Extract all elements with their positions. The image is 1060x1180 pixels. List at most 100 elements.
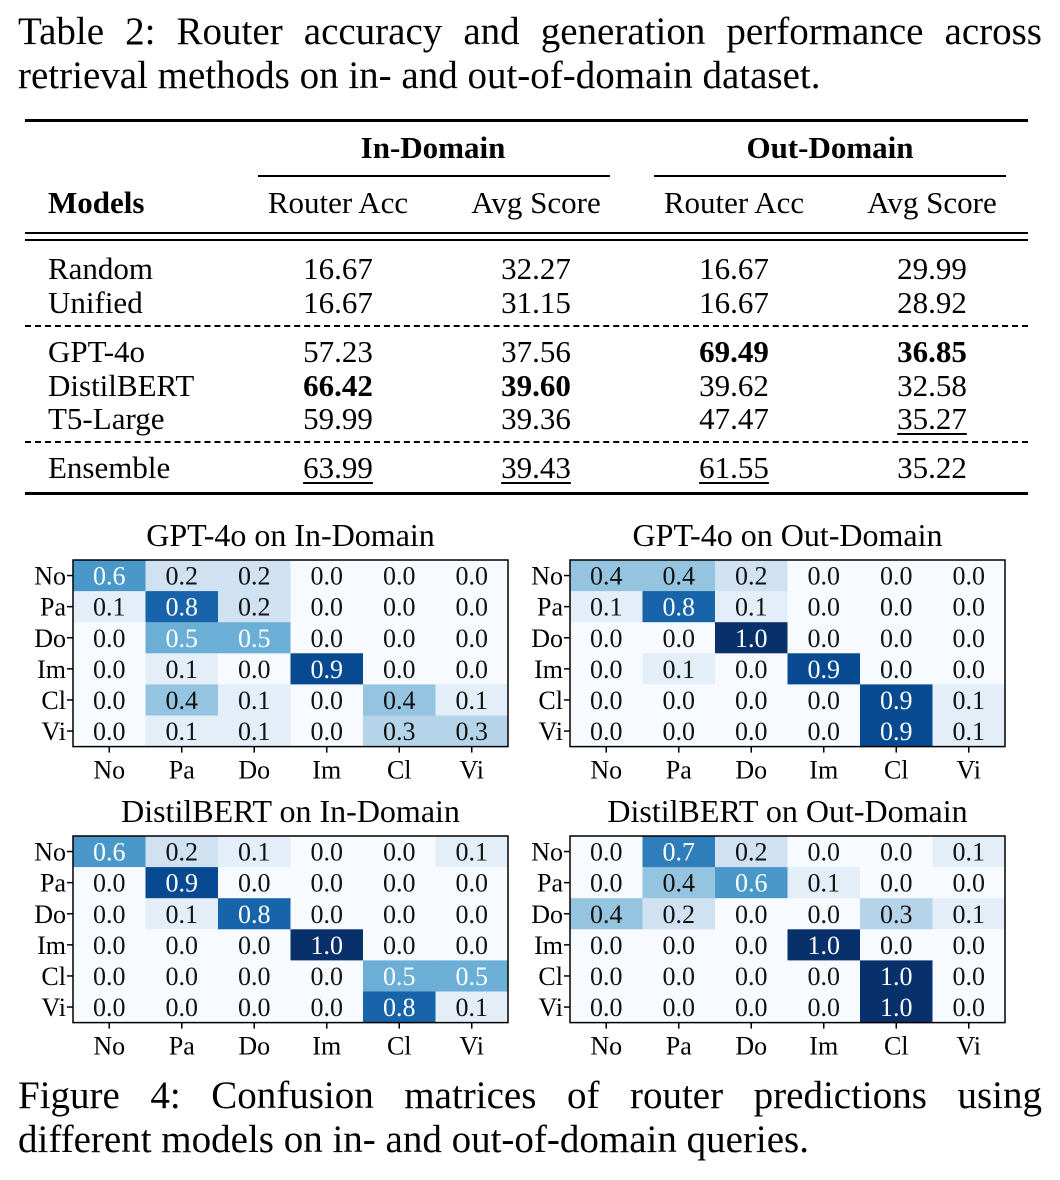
heatmap-cell [218, 836, 291, 868]
table-cell-value: 16.67 [303, 251, 373, 286]
heatmap-cell [290, 898, 364, 930]
heatmap-cell [932, 684, 1006, 716]
table-cell: 28.92 [842, 285, 1022, 321]
heatmap-cell [642, 898, 716, 930]
table-cell-value: 16.67 [699, 285, 769, 320]
x-tick-label: Pa [169, 756, 195, 785]
heatmap-cell [145, 960, 219, 992]
heatmap-cell [787, 929, 861, 961]
table-cell: 63.99 [248, 450, 428, 486]
heatmap-cell [145, 622, 219, 654]
heatmap-cell [218, 684, 291, 716]
heatmap-cell-value: 0.0 [808, 838, 841, 867]
heatmap-cell [363, 991, 436, 1024]
heatmap-cell-value: 0.0 [311, 993, 344, 1022]
heatmap-cell [715, 960, 788, 992]
heatmap-cell-value: 0.0 [383, 931, 416, 960]
group-header-out-domain: Out-Domain [746, 130, 914, 165]
heatmap-cell-value: 0.0 [311, 562, 344, 591]
heatmap-cell-value: 0.0 [663, 931, 696, 960]
table-cell: 32.27 [446, 251, 626, 287]
heatmap-cell-value: 0.0 [590, 838, 623, 867]
x-tick-label: Cl [884, 756, 909, 785]
heatmap-cell-value: 0.1 [238, 686, 271, 715]
row-model-name: T5-Large [48, 401, 165, 436]
y-tick-label: Cl [538, 962, 563, 991]
heatmap-cell [145, 898, 219, 930]
heatmap-cell-value: 0.0 [238, 962, 271, 991]
table-cell-value: 35.22 [897, 450, 967, 485]
heatmap-cell [73, 622, 146, 654]
y-tick-label: Im [534, 655, 563, 684]
y-tick-label: Im [37, 931, 66, 960]
heatmap-cell [290, 991, 364, 1024]
heatmap-cell [787, 591, 861, 623]
col-header-avg-score-out: Avg Score [867, 185, 997, 220]
heatmap-cell [290, 622, 364, 654]
heatmap-cell-value: 0.0 [735, 655, 768, 684]
heatmap-cell-value: 0.2 [663, 900, 696, 929]
heatmap-cell [218, 653, 291, 685]
heatmap-cell-value: 0.8 [166, 593, 199, 622]
heatmap-cell-value: 1.0 [880, 993, 913, 1022]
heatmap-frame [72, 835, 509, 1024]
x-tick-label: Do [735, 1032, 767, 1061]
heatmap-title: GPT-4o on In-Domain [146, 517, 435, 553]
heatmap-cell [787, 898, 861, 930]
table-cell: 16.67 [248, 285, 428, 321]
heatmap-cell [145, 684, 219, 716]
heatmap-cell [715, 653, 788, 685]
table-cell: 47.47 [644, 401, 824, 437]
heatmap-cell-value: 0.0 [880, 655, 913, 684]
heatmap-cell [363, 898, 436, 930]
heatmap-cell-value: 0.0 [238, 993, 271, 1022]
heatmap-cell-value: 0.0 [93, 900, 126, 929]
heatmap-cell [860, 684, 933, 716]
heatmap-cell-value: 0.0 [590, 869, 623, 898]
heatmap-cell [145, 929, 219, 961]
heatmap-cell [218, 991, 291, 1024]
heatmap-cell [787, 991, 861, 1024]
heatmap-cell-value: 0.0 [590, 624, 623, 653]
heatmap-cell-value: 0.7 [663, 838, 696, 867]
heatmap-cell [363, 960, 436, 992]
heatmap-cell [435, 867, 509, 899]
heatmap-cell-value: 0.0 [808, 717, 841, 746]
y-tick-label: Cl [41, 686, 66, 715]
heatmap-cell-value: 0.2 [238, 593, 271, 622]
heatmap-title: DistilBERT on In-Domain [121, 793, 460, 829]
heatmap-cell-value: 0.1 [953, 686, 986, 715]
heatmap-cell [363, 929, 436, 961]
heatmap-cell-value: 0.0 [93, 624, 126, 653]
heatmap-cell [787, 560, 861, 592]
heatmap-cell-value: 0.0 [93, 869, 126, 898]
row-model-name: DistilBERT [48, 368, 195, 403]
heatmap-cell-value: 0.0 [953, 593, 986, 622]
heatmap-cell-value: 0.1 [166, 900, 199, 929]
heatmap-cell [642, 591, 716, 623]
table-cell: 16.67 [248, 251, 428, 287]
heatmap-cell [290, 836, 364, 868]
heatmap-cell-value: 0.0 [311, 869, 344, 898]
heatmap-cell [715, 591, 788, 623]
heatmap-cell-value: 0.0 [663, 962, 696, 991]
heatmap-cell-value: 0.0 [166, 993, 199, 1022]
heatmap-cell [73, 991, 146, 1024]
x-tick-label: Im [312, 756, 341, 785]
heatmap-cell [290, 960, 364, 992]
heatmap-cell-value: 0.0 [663, 624, 696, 653]
heatmap-cell [787, 684, 861, 716]
heatmap-cell-value: 0.1 [953, 838, 986, 867]
heatmap-cell [363, 591, 436, 623]
table-top-rule [25, 119, 1028, 122]
heatmap-cell [435, 991, 509, 1024]
heatmap-cell-value: 0.0 [808, 562, 841, 591]
heatmap-cell [435, 591, 509, 623]
table-cell-value: 57.23 [303, 334, 373, 369]
heatmap-cell-value: 0.0 [590, 993, 623, 1022]
y-tick-label: No [531, 838, 563, 867]
heatmap-cell [290, 867, 364, 899]
heatmap-cell [73, 715, 146, 748]
x-tick-label: No [93, 1032, 125, 1061]
heatmap-cell [145, 591, 219, 623]
